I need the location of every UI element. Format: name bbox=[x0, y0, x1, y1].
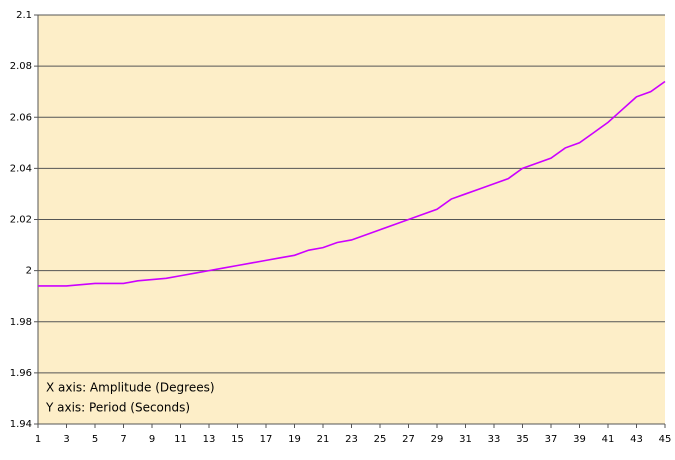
y-tick-label: 1.96 bbox=[10, 368, 32, 379]
x-tick-label: 27 bbox=[402, 434, 415, 445]
x-tick-label: 13 bbox=[203, 434, 216, 445]
x-tick-label: 17 bbox=[260, 434, 273, 445]
annotation: Y axis: Period (Seconds) bbox=[45, 401, 190, 415]
x-tick-label: 7 bbox=[120, 434, 126, 445]
x-tick-label: 29 bbox=[431, 434, 444, 445]
y-tick-label: 2.04 bbox=[10, 163, 32, 174]
x-tick-label: 23 bbox=[345, 434, 358, 445]
y-tick-label: 1.94 bbox=[10, 419, 32, 430]
x-tick-label: 43 bbox=[630, 434, 643, 445]
x-tick-label: 21 bbox=[317, 434, 330, 445]
x-tick-label: 19 bbox=[288, 434, 301, 445]
x-tick-label: 35 bbox=[516, 434, 529, 445]
y-tick-label: 1.98 bbox=[10, 317, 32, 328]
x-tick-label: 3 bbox=[63, 434, 69, 445]
annotation: X axis: Amplitude (Degrees) bbox=[46, 381, 215, 395]
x-tick-label: 39 bbox=[573, 434, 586, 445]
x-tick-label: 15 bbox=[231, 434, 244, 445]
x-tick-label: 9 bbox=[149, 434, 155, 445]
y-tick-label: 2.06 bbox=[10, 112, 32, 123]
x-tick-label: 5 bbox=[92, 434, 98, 445]
y-tick-label: 2 bbox=[26, 266, 32, 277]
x-tick-label: 41 bbox=[602, 434, 615, 445]
y-tick-label: 2.02 bbox=[10, 215, 32, 226]
x-tick-label: 45 bbox=[659, 434, 672, 445]
x-tick-label: 31 bbox=[459, 434, 472, 445]
data-line bbox=[38, 80, 666, 287]
x-tick-label: 37 bbox=[545, 434, 558, 445]
y-tick-label: 2.1 bbox=[16, 10, 32, 21]
x-tick-label: 1 bbox=[35, 434, 41, 445]
x-tick-label: 11 bbox=[174, 434, 187, 445]
x-tick-label: 33 bbox=[488, 434, 501, 445]
y-tick-label: 2.08 bbox=[10, 61, 32, 72]
x-tick-label: 25 bbox=[374, 434, 387, 445]
